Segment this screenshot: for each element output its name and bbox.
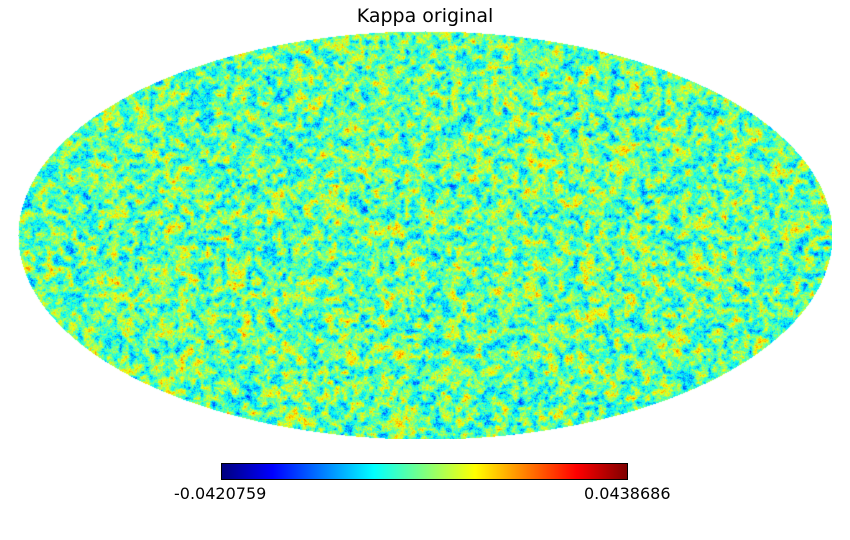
colorbar-max-label: 0.0438686 [584, 484, 671, 503]
sky-map [18, 31, 832, 439]
colorbar-min-label: -0.0420759 [174, 484, 267, 503]
mollweide-map-canvas [18, 31, 832, 439]
chart-title: Kappa original [356, 5, 494, 27]
colorbar [221, 463, 628, 480]
